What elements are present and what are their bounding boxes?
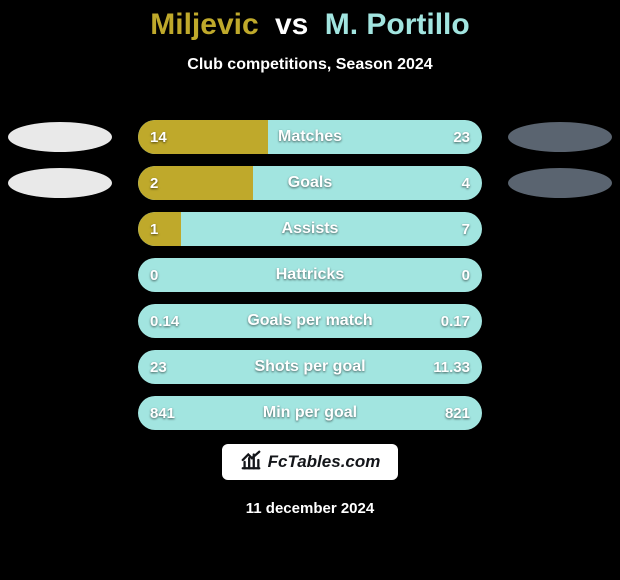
title-player1: Miljevic [150, 8, 258, 41]
stat-label: Matches [138, 120, 482, 154]
stat-row: 23Shots per goal11.33 [138, 350, 482, 384]
chart-icon [240, 449, 262, 476]
stat-label: Hattricks [138, 258, 482, 292]
stat-label: Assists [138, 212, 482, 246]
stats-rows-container: 14Matches23 2Goals4 1Assists7 0Hattricks0 0.… [0, 120, 620, 442]
stat-label: Goals per match [138, 304, 482, 338]
title-vs: vs [275, 8, 308, 41]
stat-row: 2Goals4 [138, 166, 482, 200]
title-player2: M. Portillo [325, 8, 470, 41]
stat-value-right: 0.17 [441, 304, 470, 338]
stat-label: Min per goal [138, 396, 482, 430]
stat-value-right: 821 [445, 396, 470, 430]
stat-row: 0Hattricks0 [138, 258, 482, 292]
subtitle: Club competitions, Season 2024 [0, 56, 620, 74]
stat-value-right: 23 [453, 120, 470, 154]
stat-label: Shots per goal [138, 350, 482, 384]
source-badge-text: FcTables.com [268, 452, 381, 472]
stat-value-right: 4 [462, 166, 470, 200]
stat-row: 0.14Goals per match0.17 [138, 304, 482, 338]
stat-row: 14Matches23 [138, 120, 482, 154]
stat-value-right: 7 [462, 212, 470, 246]
stat-value-right: 0 [462, 258, 470, 292]
page-title: Miljevic vs M. Portillo [0, 0, 620, 42]
stat-row: 841Min per goal821 [138, 396, 482, 430]
stat-label: Goals [138, 166, 482, 200]
source-badge: FcTables.com [222, 444, 398, 480]
comparison-card: Miljevic vs M. Portillo Club competition… [0, 0, 620, 580]
stat-row: 1Assists7 [138, 212, 482, 246]
stat-value-right: 11.33 [433, 350, 470, 384]
date-text: 11 december 2024 [0, 500, 620, 517]
